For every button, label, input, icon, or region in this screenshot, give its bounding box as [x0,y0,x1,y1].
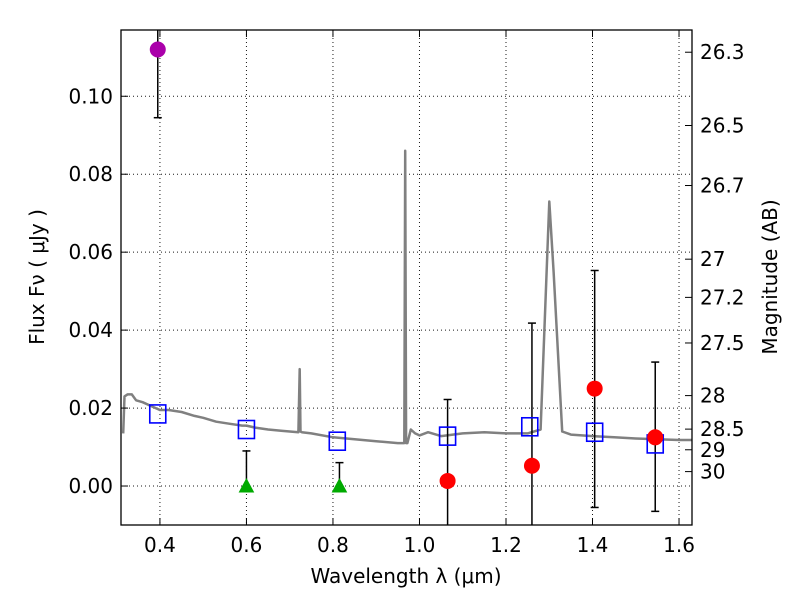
plot-frame [120,29,693,526]
model-photometry-square [585,422,604,443]
observed-flux-point [439,472,456,489]
model-photometry-square [438,426,457,446]
upper-limit-triangle [238,477,255,493]
right-axis-title: Magnitude (AB) [758,199,782,354]
x-tick-label: 1.4 [577,533,609,557]
model-photometry-square [237,419,256,440]
x-axis-title: Wavelength λ (μm) [310,564,501,588]
right-tick-label: 27.5 [700,331,745,355]
model-photometry-square [520,416,539,437]
right-tick-label: 27.2 [700,285,745,309]
y-tick-label: 0.06 [68,240,113,264]
x-tick-label: 1.6 [663,533,695,557]
model-photometry-square [328,431,347,452]
x-tick-label: 1.2 [490,533,522,557]
right-tick-label: 28 [700,384,725,408]
observed-flux-point [149,41,166,58]
right-tick-label: 30 [700,460,725,484]
x-tick-label: 0.8 [317,533,349,557]
model-photometry-square [148,404,167,424]
right-tick-label: 28.5 [700,417,745,441]
y-tick-label: 0.08 [68,162,113,186]
y-tick-label: 0.00 [68,474,113,498]
right-tick-label: 29 [700,438,725,462]
y-axis-title: Flux Fν ( μJy ) [25,209,49,345]
right-tick-label: 27 [700,247,725,271]
x-tick-label: 0.4 [144,533,176,557]
y-tick-label: 0.02 [68,396,113,420]
y-tick-label: 0.10 [68,84,113,108]
tick-layer: 0.4 0.6 0.8 1.0 1.2 1.4 1.6 0.00 0.02 0.04 0.06 0.0… [68,30,745,557]
upper-limit-triangle [331,477,348,493]
model-spectrum-line [121,149,692,445]
x-tick-label: 1.0 [404,533,436,557]
right-tick-label: 26.7 [700,174,745,198]
observed-flux-point [523,457,540,474]
observed-flux-point [647,429,664,446]
x-tick-label: 0.6 [231,533,263,557]
right-tick-label: 26.3 [700,40,745,64]
y-tick-label: 0.04 [68,318,113,342]
series-layer [121,30,692,525]
observed-flux-point [586,380,603,397]
grid-lines [121,30,692,525]
right-tick-label: 26.5 [700,113,745,137]
